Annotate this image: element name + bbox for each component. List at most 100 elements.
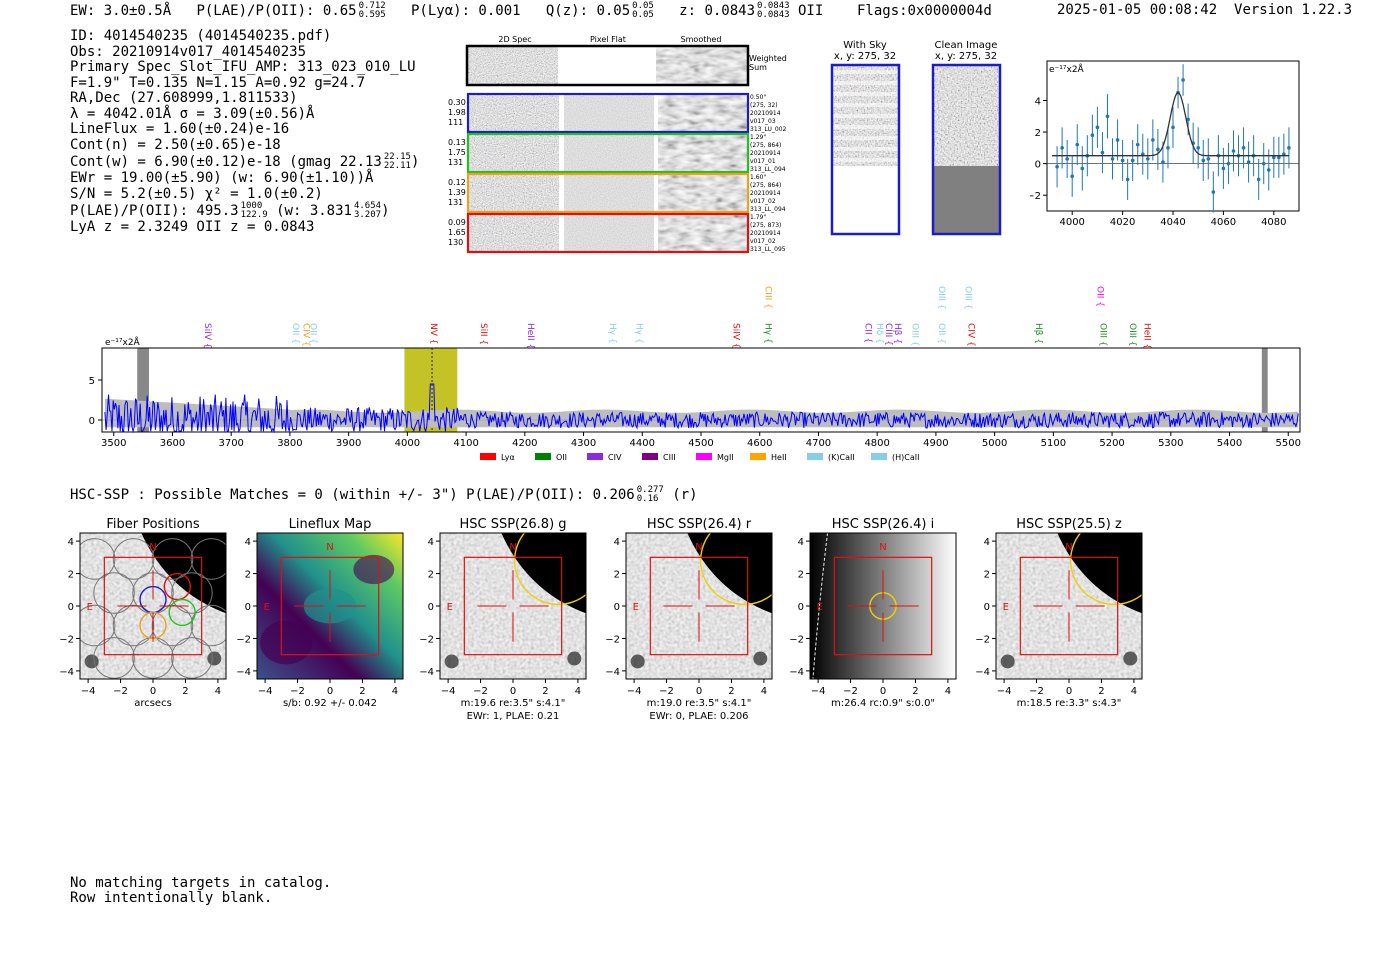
emission-line-label: Hγ {: [763, 323, 773, 344]
cutout-row-c: 131: [448, 158, 463, 167]
hsc-ytick-label: 4: [614, 537, 620, 548]
emission-line-label: HeII {: [1141, 323, 1151, 349]
selected-fiber-circle: [163, 572, 192, 601]
footer-notes: No matching targets in catalog. Row inte…: [70, 876, 331, 906]
zoom-data-point: [1070, 174, 1074, 179]
cutout-row-meta: 20210914: [750, 110, 781, 117]
hsc-panel-title: HSC SSP(26.4) i: [832, 517, 934, 532]
zoom-data-point: [1075, 142, 1080, 147]
hsc-xtick-label: 2: [542, 686, 548, 697]
cutout-frame: [466, 212, 750, 254]
hsc-caption: m:19.0 re:3.5" s:4.1": [647, 698, 752, 709]
emission-line-label: CIII {: [763, 286, 773, 309]
footer-line2: Row intentionally blank.: [70, 890, 273, 906]
cutout-frame: [466, 172, 750, 214]
hsc-panel-title: Lineflux Map: [289, 517, 372, 532]
legend-swatch: [750, 453, 766, 460]
info-fline: F=1.9" T=0.135 N=1.15 A=0.92 g=24.7: [70, 74, 366, 91]
zoom-data-point: [1181, 78, 1185, 82]
hsc-xtick-label: 4: [945, 686, 951, 697]
cutout-row-meta: 313_LL_095: [750, 246, 786, 253]
info-sn: S/N = 5.2(±0.5) χ² = 1.0(±0.2): [70, 185, 323, 202]
cutout-row-a: 0.30: [448, 98, 466, 107]
zoom-data-point: [1115, 138, 1120, 142]
emission-line-label: CIV {: [965, 323, 975, 347]
emission-line-label: OII {: [308, 323, 318, 344]
hsc-ytick-label: −2: [789, 634, 804, 645]
east-label: E: [87, 602, 93, 613]
hsc-ytick-label: 0: [798, 602, 804, 613]
hsc-panel: HSC SSP(26.8) g N E −4 −2 0 2 4 4 2 0 −2 −4 m:19.6 re…: [419, 517, 587, 722]
east-label: E: [1003, 602, 1009, 613]
cutout-row-meta: 1.29": [750, 134, 766, 141]
info-id: ID: 4014540235 (4014540235.pdf): [70, 28, 332, 44]
info-obs: Obs: 20210914v017_4014540235: [70, 43, 307, 60]
cutout-row-meta: 20210914: [750, 230, 781, 237]
hsc-xtick-label: 4: [215, 686, 221, 697]
hsc-lo: 0.16: [636, 494, 659, 504]
emission-line-label: OII {: [936, 323, 946, 344]
zoom-data-point: [1196, 146, 1200, 150]
emission-line-label: OIII {: [962, 286, 972, 310]
zoom-data-point: [1130, 158, 1135, 163]
hsc-ytick-label: 2: [984, 570, 990, 581]
cutout-row-meta: 20210914: [750, 150, 781, 157]
plae-value: P(LAE)/P(OII): 0.65: [196, 3, 357, 19]
hsc-ytick-label: 0: [245, 602, 251, 613]
zoom-data-point: [1256, 177, 1261, 182]
cutout-row-b: 1.98: [448, 108, 466, 117]
legend-label: Lyα: [501, 453, 515, 462]
spectrum-unit-label: e⁻¹⁷x2Å: [105, 336, 141, 348]
full-spectrum-plot: SiIV {OII {CIV {OII {NV {SiII {HeII {Hγ …: [89, 286, 1301, 462]
north-label: N: [149, 542, 156, 553]
zoom-xtick-label: 4020: [1110, 217, 1135, 228]
fiber-circle: [112, 604, 155, 647]
zoom-data-point: [1186, 117, 1190, 122]
cutout-row-meta: 313_LL_094: [750, 166, 786, 173]
zoom-data-point: [1090, 133, 1095, 138]
legend-swatch: [871, 453, 887, 460]
emission-line-label: OIII {: [1097, 323, 1107, 347]
hsc-ytick-label: −2: [419, 634, 434, 645]
spectrum-xtick-label: 5100: [1041, 438, 1066, 449]
footer-line1: No matching targets in catalog.: [70, 875, 332, 891]
datetime: 2025-01-05 00:08:42: [1057, 2, 1218, 18]
masked-band: [1261, 348, 1268, 432]
hsc-xtick-label: −4: [258, 686, 273, 697]
zoom-data-point: [1246, 160, 1251, 164]
zoom-data-point: [1272, 155, 1276, 160]
cutout-row-b: 1.39: [448, 188, 466, 197]
zoom-ytick-label: −2: [1030, 191, 1041, 202]
spectrum-line: [104, 383, 1299, 434]
hsc-ytick-label: 2: [798, 570, 804, 581]
sky-images: With Sky x, y: 275, 32 Clean Image x, y:…: [830, 40, 1002, 236]
info-contw: Cont(w) = 6.90(±0.12)e-18 (gmag 22.13 22.…: [70, 152, 420, 171]
spectrum-xtick-label: 4500: [688, 438, 713, 449]
spectra-cutouts: 2D Spec Pixel Flat Smoothed Weighted Sum…: [448, 35, 787, 254]
legend-swatch: [696, 453, 712, 460]
hsc-ytick-label: −2: [59, 634, 74, 645]
hsc-ytick-label: −2: [236, 634, 251, 645]
cutout-row-meta: (275, 864): [750, 182, 781, 189]
hsc-xtick-label: 2: [182, 686, 188, 697]
fiber-circle: [190, 604, 226, 647]
cutout-row-a: 0.09: [448, 218, 466, 227]
cutout-row-meta: 0.50": [750, 94, 766, 101]
hsc-xtick-label: 0: [880, 686, 886, 697]
clean-title: Clean Image: [935, 40, 998, 51]
legend-label: CIII: [663, 453, 676, 462]
fiber-circle: [80, 604, 116, 647]
cutout-row-meta: (275, 32): [750, 102, 778, 109]
spectrum-xtick-label: 3500: [101, 438, 126, 449]
hsc-band: (r): [672, 487, 698, 503]
zoom-xtick-label: 4040: [1160, 217, 1185, 228]
aperture-circle: [513, 533, 586, 606]
hsc-caption: m:26.4 rc:0.9" s:0.0": [831, 698, 935, 709]
hsc-ytick-label: −2: [605, 634, 620, 645]
col-pixel-flat: Pixel Flat: [590, 35, 626, 44]
plae-hi: 0.712: [358, 1, 386, 11]
hsc-panel: HSC SSP(26.4) i N E −4 −2 0 2 4 4 2 0 −2 −4 m:26.4 rc…: [789, 517, 957, 709]
north-label: N: [879, 542, 886, 553]
